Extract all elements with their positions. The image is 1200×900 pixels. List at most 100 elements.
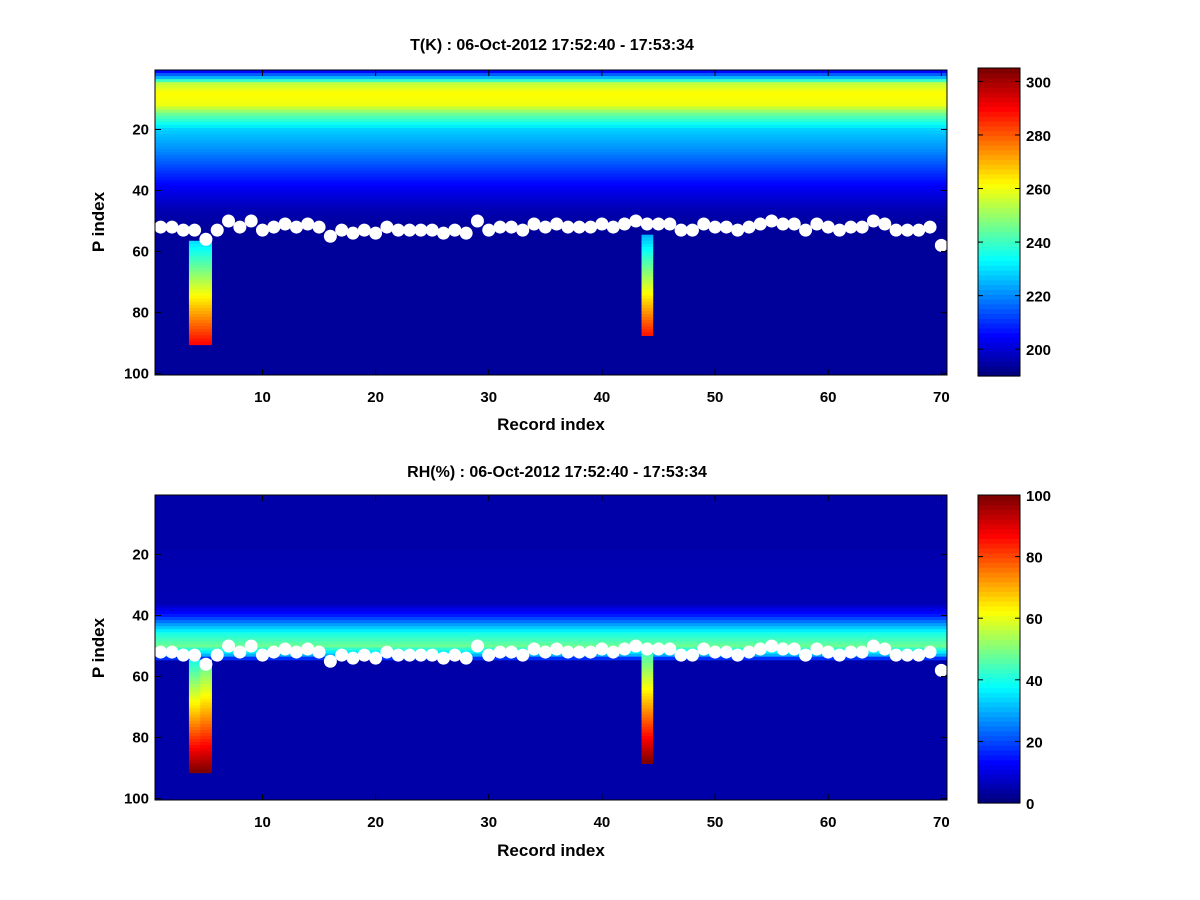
temperature-profile-band [155,94,947,99]
humidity-anomaly-cell [641,693,654,697]
temperature-marker-point [742,220,756,234]
temperature-colorbar-segment [978,183,1020,189]
temperature-anomaly-cell [200,268,212,272]
temperature-anomaly-cell [641,286,654,291]
humidity-anomaly-cell [641,745,654,749]
humidity-marker-point [222,639,236,653]
temperature-colorbar-segment [978,82,1020,88]
humidity-marker-point [425,648,439,662]
humidity-profile-band [155,623,947,627]
humidity-colorbar-segment [978,769,1020,775]
temperature-marker-point [154,220,168,234]
humidity-anomaly-cell [641,684,654,688]
humidity-marker-point [165,645,179,659]
humidity-colorbar-segment [978,509,1020,515]
humidity-colorbar-segment [978,538,1020,544]
temperature-anomaly-cell [200,307,212,312]
temperature-axes: 10 20 30 40 50 60 70 20 40 60 80 100 [124,70,950,406]
temperature-anomaly-cell [641,329,654,333]
humidity-x-tick-label: 50 [707,814,724,831]
humidity-marker-point [493,645,507,659]
humidity-anomaly-cell [188,757,201,761]
temperature-profile-band [155,118,947,123]
temperature-colorbar-tick-label: 300 [1026,74,1051,91]
humidity-marker-point [765,639,779,653]
temperature-anomaly-cell [188,323,201,327]
temperature-colorbar-segment [978,101,1020,108]
humidity-marker-point [255,648,269,662]
humidity-colorbar-segment [978,649,1020,655]
temperature-anomaly-cell [188,262,201,266]
humidity-marker-point [685,648,699,662]
humidity-marker-point [753,642,767,656]
temperature-anomaly-cell [188,332,201,336]
temperature-colorbar-segment [978,173,1020,180]
humidity-anomaly-cell [641,662,654,667]
temperature-profile-band [155,210,947,214]
temperature-x-tick-label: 40 [594,389,611,406]
temperature-anomaly-cell [188,314,201,318]
humidity-anomaly-cell [188,690,201,694]
temperature-anomaly-cell [200,314,212,318]
humidity-anomaly-cell [641,681,654,685]
humidity-anomaly-cell [641,732,654,737]
humidity-anomaly-cell [200,702,212,707]
humidity-colorbar-segment [978,687,1020,693]
temperature-colorbar-segment [978,279,1020,286]
humidity-colorbar-segment [978,528,1020,535]
humidity-anomaly-cell [188,726,201,731]
humidity-colorbar-segment [978,523,1020,530]
humidity-profile-band [155,653,947,658]
temperature-colorbar-segment [978,106,1020,112]
temperature-colorbar-segment [978,193,1020,199]
temperature-colorbar-tick-label: 260 [1026,182,1051,199]
temperature-marker-point [346,226,360,240]
humidity-marker-point [742,645,756,659]
temperature-colorbar-segment [978,241,1020,247]
humidity-colorbar-segment [978,754,1020,761]
temperature-anomaly-cell [188,253,201,257]
humidity-marker-point [934,663,948,677]
temperature-profile-band [155,182,947,187]
temperature-anomaly-cell [641,256,654,260]
temperature-anomaly-cell [641,289,654,294]
temperature-colorbar-segment [978,149,1020,156]
temperature-colorbar-segment [978,72,1020,79]
humidity-marker-point [301,642,315,656]
humidity-marker-point [470,639,484,653]
temperature-anomaly-cell [200,326,212,330]
temperature-profile-band [155,103,947,108]
humidity-colorbar-segment [978,596,1020,602]
temperature-profile-band [155,127,947,132]
temperature-anomaly-cell [641,323,654,327]
temperature-anomaly-cell [641,314,654,318]
temperature-colorbar-segment [978,145,1020,151]
temperature-profile-band [155,149,947,153]
humidity-anomaly-cell [200,681,212,685]
temperature-profile-band [155,216,947,221]
temperature-colorbar-segment [978,294,1020,300]
temperature-marker-point [425,223,439,237]
temperature-profile-band [155,176,947,181]
temperature-anomaly-cell [641,301,654,306]
humidity-panel: RH(%) : 06-Oct-2012 17:52:40 - 17:53:34 … [89,464,1051,860]
humidity-x-tick-label: 60 [820,814,837,831]
humidity-x-tick-label: 30 [480,814,497,831]
temperature-colorbar-frame [977,67,1021,377]
temperature-marker-point [165,220,179,234]
humidity-marker-point [776,642,790,656]
humidity-marker-point [708,645,722,659]
humidity-anomaly-cell [188,717,201,722]
humidity-anomaly-cell [188,684,201,688]
humidity-anomaly-cell [641,708,654,713]
humidity-colorbar-segment [978,778,1020,785]
temperature-anomaly-cell [200,298,212,303]
temperature-profile-band [155,185,947,190]
humidity-colorbar: 0 20 40 60 80 100 [977,488,1051,813]
temperature-marker-point [934,238,948,252]
temperature-anomaly-cell [200,265,212,269]
humidity-marker-point [448,648,462,662]
humidity-anomaly-cell [641,726,654,731]
temperature-profile-band [155,140,947,144]
temperature-colorbar-segment [978,274,1020,281]
